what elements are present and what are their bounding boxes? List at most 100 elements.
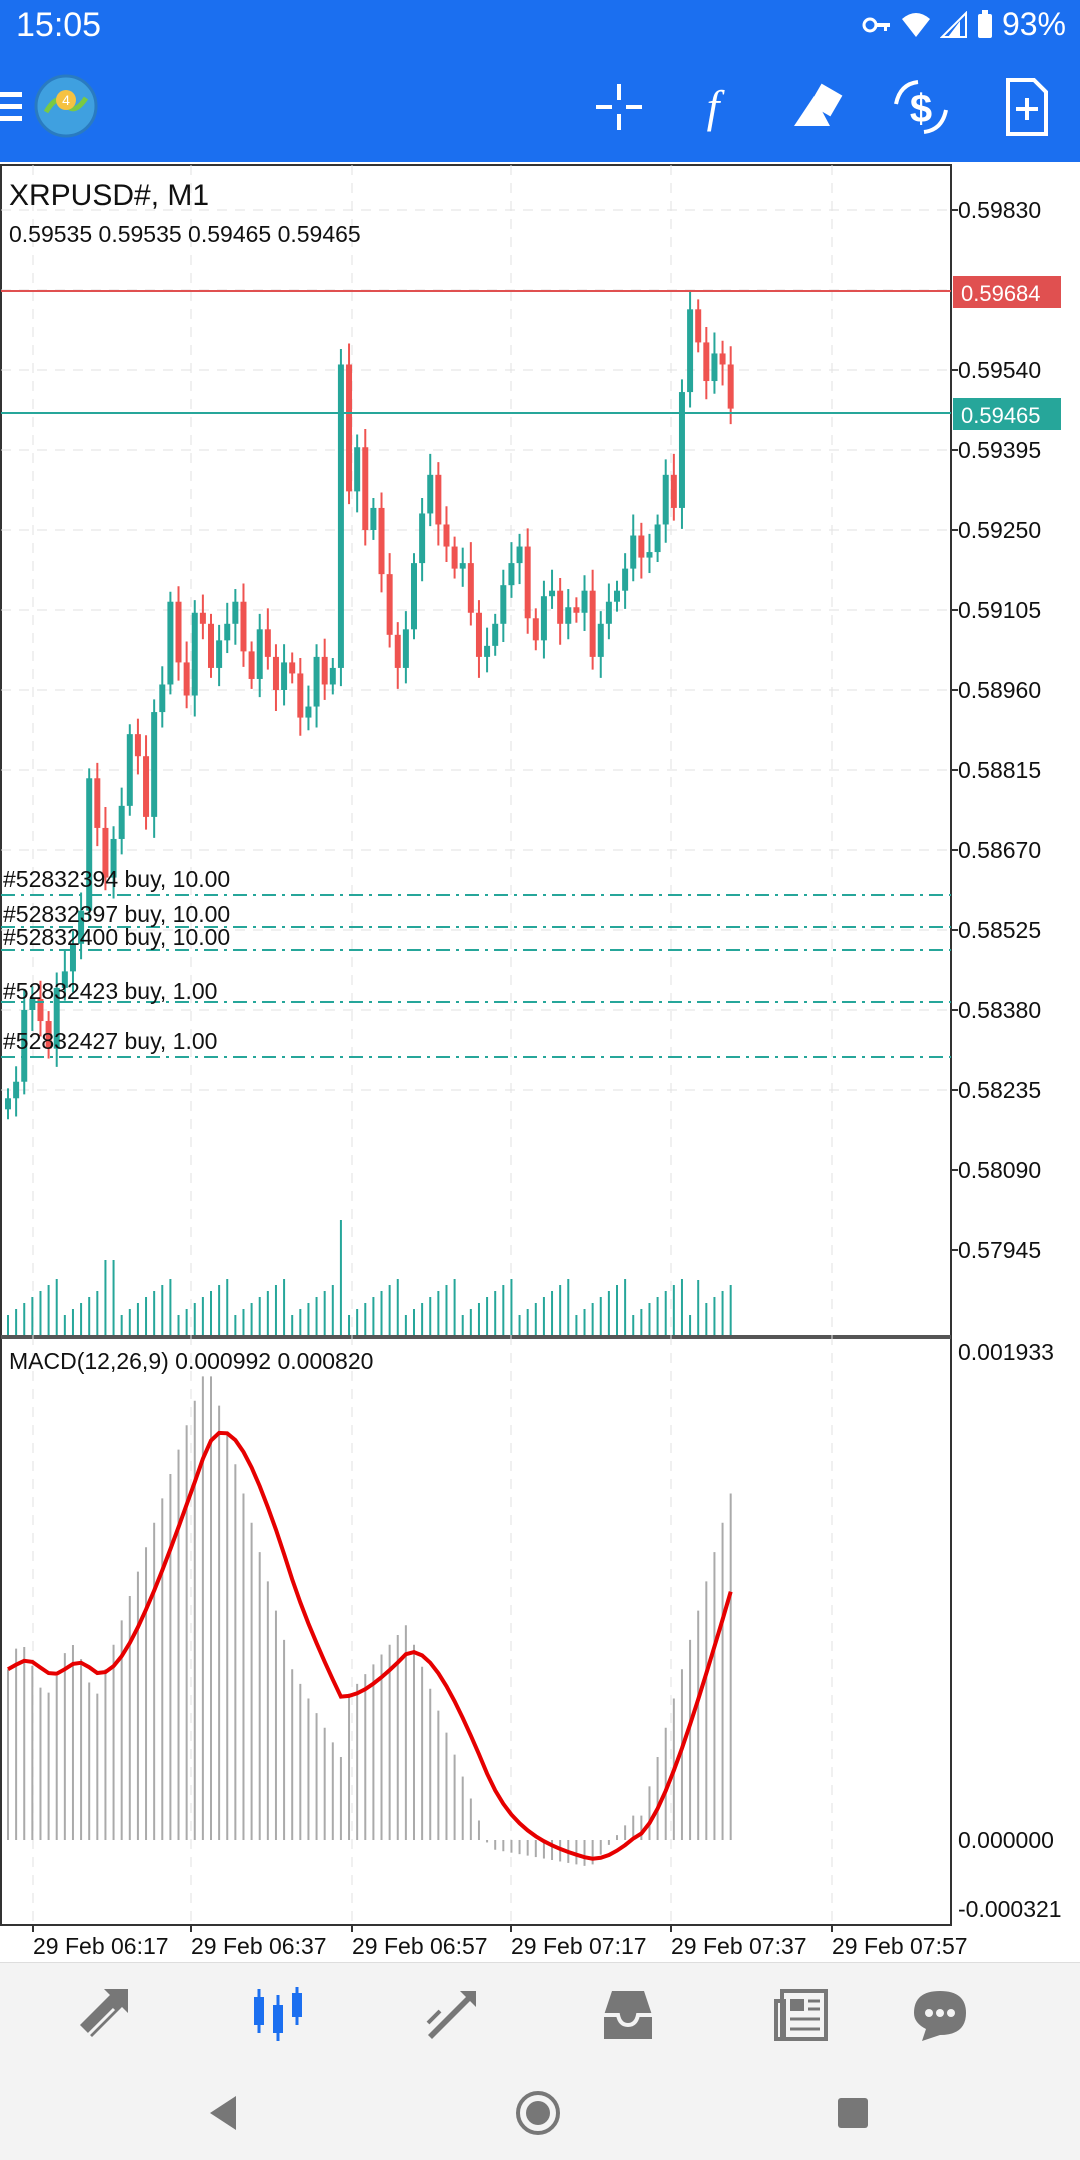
candle-body <box>524 546 531 619</box>
price-tick-label: 0.58670 <box>958 837 1041 863</box>
candle-body <box>313 656 320 707</box>
price-tick-label: 0.59395 <box>958 437 1041 463</box>
candle-body <box>484 645 491 657</box>
candle-body <box>549 590 556 597</box>
price-tick-label: 0.58815 <box>958 757 1041 783</box>
chat-tab-icon[interactable] <box>910 1985 970 2045</box>
candle-body <box>224 623 231 641</box>
candle-body <box>191 612 198 696</box>
home-icon[interactable] <box>513 2088 563 2138</box>
status-time: 15:05 <box>16 6 102 44</box>
order-label: #52832427 buy, 1.00 <box>3 1028 217 1054</box>
candle-body <box>134 734 141 757</box>
candle-body <box>272 656 279 690</box>
macd-tick-label: 0.001933 <box>958 1339 1054 1365</box>
price-tick-label: 0.59540 <box>958 357 1041 383</box>
candle-body <box>589 590 596 657</box>
candle-body <box>492 623 499 646</box>
order-label: #52832400 buy, 10.00 <box>3 924 230 950</box>
candle-body <box>727 364 734 409</box>
macd-signal-line <box>7 1430 733 1861</box>
crosshair-icon[interactable] <box>586 74 652 140</box>
candle-body <box>419 513 426 564</box>
wifi-icon <box>901 12 930 37</box>
time-axis: 29 Feb 06:17 29 Feb 06:37 29 Feb 06:57 29 F… <box>32 1925 968 1959</box>
time-tick-label: 29 Feb 06:17 <box>33 1933 169 1959</box>
candle-body <box>719 353 726 365</box>
news-tab-icon[interactable] <box>772 1985 832 2045</box>
order-label: #52832394 buy, 10.00 <box>3 866 230 892</box>
candle-body <box>264 629 271 657</box>
price-tick-label: 0.58960 <box>958 677 1041 703</box>
chart-area[interactable]: XRPUSD#, M1 0.59535 0.59535 0.59465 0.59… <box>0 162 1080 1962</box>
candle-body <box>475 612 482 657</box>
new-order-icon[interactable] <box>994 74 1060 140</box>
price-tick-label: 0.57945 <box>958 1237 1041 1263</box>
price-axis: 0.59830 0.59540 0.59395 0.59250 0.59105 0.589… <box>951 197 1041 1263</box>
candle-body <box>102 827 109 878</box>
candle-body <box>565 607 572 624</box>
candle-body <box>240 601 247 652</box>
candle-body <box>532 618 539 641</box>
battery-icon <box>977 9 992 38</box>
candle-body <box>329 667 336 685</box>
candle-body <box>378 507 385 575</box>
objects-icon[interactable] <box>784 74 850 140</box>
candle-body <box>581 590 588 613</box>
quotes-icon[interactable] <box>74 1985 134 2045</box>
candle-body <box>662 474 669 525</box>
candle-body <box>94 778 101 828</box>
time-tick-label: 29 Feb 06:57 <box>352 1933 488 1959</box>
trade-tab-icon[interactable] <box>422 1985 482 2045</box>
candle-body <box>695 309 702 343</box>
chart-tab-icon[interactable] <box>248 1985 308 2045</box>
top-toolbar: 4 f $ <box>0 52 1080 162</box>
candle-body <box>443 524 450 547</box>
candle-body <box>646 552 653 558</box>
order-label: #52832423 buy, 1.00 <box>3 978 217 1004</box>
app-logo-icon[interactable]: 4 <box>34 74 98 138</box>
trade-icon[interactable]: $ <box>888 74 954 140</box>
price-tick-label: 0.59105 <box>958 597 1041 623</box>
price-tick-label: 0.59250 <box>958 517 1041 543</box>
candle-body <box>622 568 629 591</box>
candle-body <box>256 629 263 679</box>
candle-body <box>167 601 174 685</box>
candle-body <box>540 596 547 641</box>
candle-body <box>151 712 158 817</box>
candle-body <box>557 590 564 624</box>
status-bar: 15:05 93% <box>0 0 1080 52</box>
candle-body <box>362 447 369 530</box>
candle-body <box>297 673 304 718</box>
candle-body <box>248 651 255 679</box>
price-chart[interactable]: XRPUSD#, M1 0.59535 0.59535 0.59465 0.59… <box>0 162 1080 1962</box>
svg-text:$: $ <box>910 87 932 131</box>
menu-icon[interactable] <box>0 90 26 124</box>
candle-body <box>670 474 677 508</box>
price-tick-label: 0.58235 <box>958 1077 1041 1103</box>
candle-body <box>573 607 580 613</box>
price-tick-label: 0.58525 <box>958 917 1041 943</box>
recents-icon[interactable] <box>828 2088 878 2138</box>
history-tab-icon[interactable] <box>598 1985 658 2045</box>
order-lines[interactable] <box>1 894 951 1058</box>
macd-label: MACD(12,26,9) 0.000992 0.000820 <box>9 1348 373 1374</box>
candles <box>5 291 734 1120</box>
battery-level: 93% <box>1001 6 1066 42</box>
price-tick-label: 0.58380 <box>958 997 1041 1023</box>
candle-body <box>126 734 133 806</box>
candle-body <box>118 805 125 839</box>
candle-body <box>216 640 223 668</box>
candle-body <box>508 563 515 586</box>
time-tick-label: 29 Feb 07:57 <box>832 1933 968 1959</box>
candle-body <box>69 943 76 972</box>
back-icon[interactable] <box>198 2088 248 2138</box>
candle-body <box>13 1081 20 1099</box>
candle-body <box>630 535 637 569</box>
candle-body <box>451 546 458 569</box>
candle-body <box>614 590 620 602</box>
candle-body <box>411 563 417 630</box>
indicators-icon[interactable]: f <box>680 74 746 140</box>
price-tick-label: 0.58090 <box>958 1157 1041 1183</box>
key-icon <box>862 17 890 32</box>
